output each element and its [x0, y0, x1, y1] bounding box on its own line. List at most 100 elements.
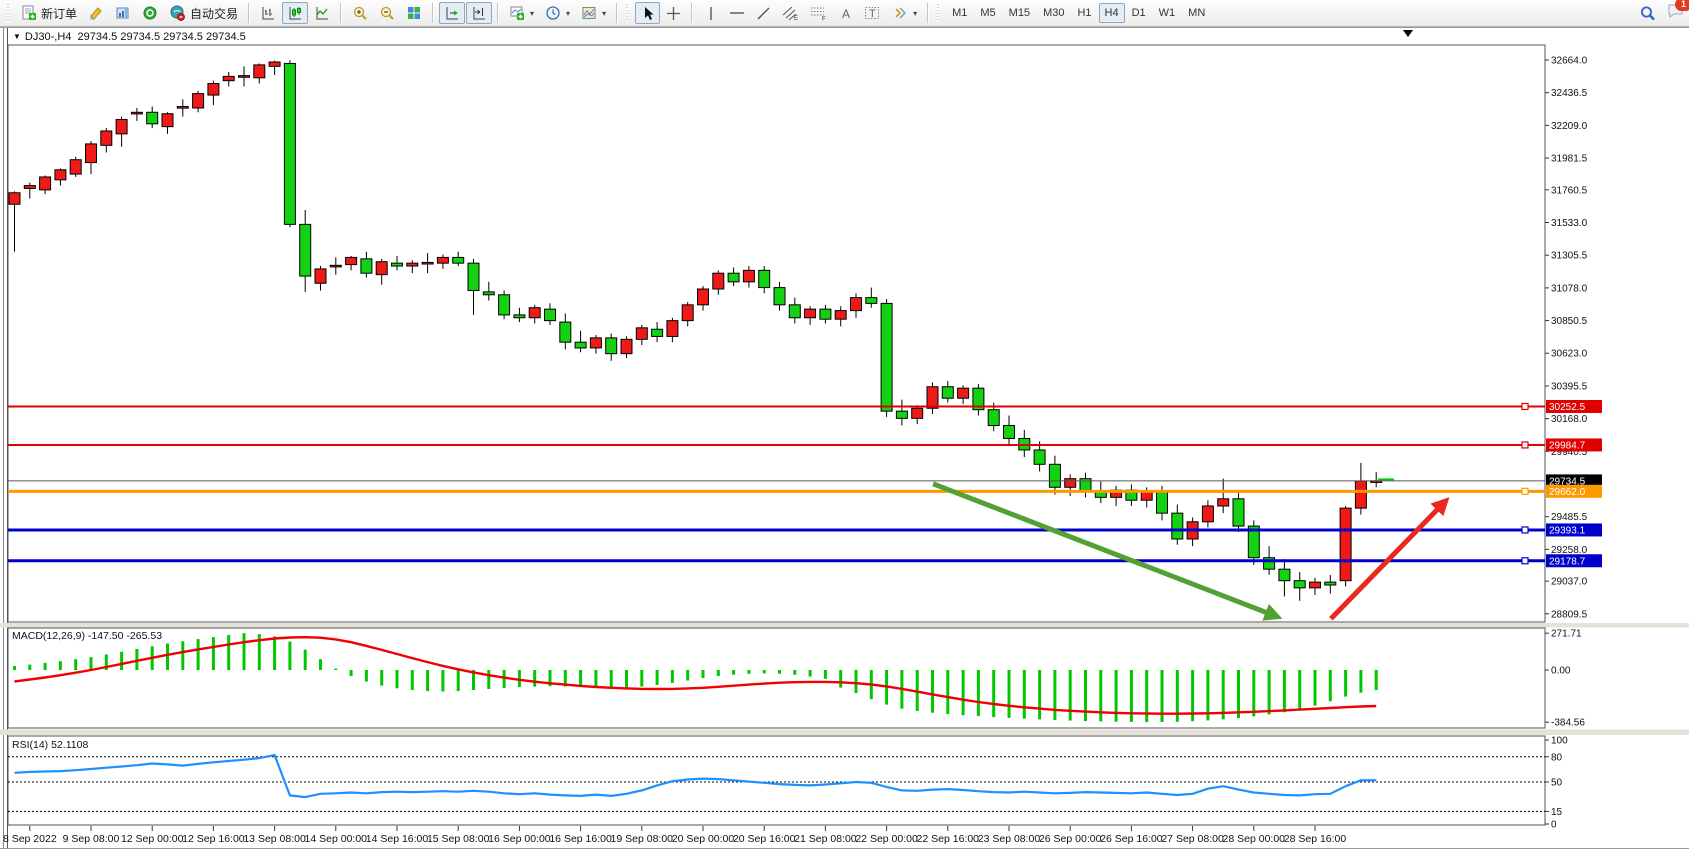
text-label-tool-button[interactable]: T: [859, 2, 886, 24]
chevron-down-icon: ▾: [530, 8, 535, 18]
timeframe-W1[interactable]: W1: [1153, 3, 1182, 23]
horizontal-line-icon: [730, 12, 745, 14]
svg-text:16 Sep 16:00: 16 Sep 16:00: [549, 833, 612, 845]
svg-text:29940.5: 29940.5: [1551, 447, 1588, 458]
bar-chart-button[interactable]: [255, 2, 281, 24]
cursor-tool-button[interactable]: [635, 2, 661, 24]
zoom-in-button[interactable]: [347, 2, 373, 24]
svg-text:28809.5: 28809.5: [1551, 609, 1588, 620]
templates-icon: [582, 7, 596, 19]
text-a-icon: A: [842, 7, 850, 21]
svg-text:32664.0: 32664.0: [1551, 56, 1588, 67]
timeframe-MN[interactable]: MN: [1182, 3, 1211, 23]
svg-text:20 Sep 00:00: 20 Sep 00:00: [672, 833, 735, 845]
arrow-shapes-button[interactable]: ▾: [887, 2, 922, 24]
navigator-button[interactable]: [137, 2, 163, 24]
chart-shift-button[interactable]: [466, 2, 493, 24]
vertical-line-tool-button[interactable]: [698, 2, 723, 24]
svg-text:19 Sep 08:00: 19 Sep 08:00: [611, 833, 674, 845]
equidistant-channel-tool-button[interactable]: E: [777, 2, 804, 24]
svg-text:29662.0: 29662.0: [1549, 487, 1586, 498]
vertical-line-icon: [709, 6, 712, 20]
line-chart-button[interactable]: [309, 2, 335, 24]
auto-scroll-icon: [446, 7, 459, 20]
separator: [432, 3, 435, 23]
ohlc-quotes-label: 29734.5 29734.5 29734.5 29734.5: [77, 31, 246, 43]
svg-text:22 Sep 16:00: 22 Sep 16:00: [917, 833, 980, 845]
text-tool-button[interactable]: A: [833, 2, 858, 24]
timeframe-M5[interactable]: M5: [974, 3, 1001, 23]
svg-text:13 Sep 08:00: 13 Sep 08:00: [243, 833, 306, 845]
zoom-out-button[interactable]: [374, 2, 400, 24]
fibonacci-icon: F: [811, 7, 826, 22]
svg-text:14 Sep 00:00: 14 Sep 00:00: [305, 833, 368, 845]
add-indicator-button[interactable]: ▾: [504, 2, 539, 24]
templates-button[interactable]: ▾: [576, 2, 611, 24]
timeframe-M1[interactable]: M1: [946, 3, 973, 23]
svg-text:14 Sep 16:00: 14 Sep 16:00: [366, 833, 429, 845]
svg-text:29393.1: 29393.1: [1549, 525, 1586, 536]
collapse-triangle-icon[interactable]: ▼: [13, 32, 21, 41]
timeframe-D1[interactable]: D1: [1126, 3, 1152, 23]
navigator-icon: [143, 6, 157, 20]
candlestick-chart-button[interactable]: [282, 2, 309, 24]
crosshair-icon: [667, 6, 681, 20]
market-watch-button[interactable]: [110, 2, 136, 24]
svg-text:30168.0: 30168.0: [1551, 414, 1588, 425]
symbol-period-label: DJ30-,H4: [24, 31, 72, 43]
separator: [927, 3, 930, 23]
svg-text:F: F: [822, 17, 826, 22]
bar-chart-icon: [262, 7, 275, 20]
trend-line-tool-button[interactable]: [751, 2, 776, 24]
new-order-label: 新订单: [41, 6, 78, 21]
fibonacci-tool-button[interactable]: F: [805, 2, 832, 24]
svg-text:30623.0: 30623.0: [1551, 349, 1588, 360]
svg-text:29178.7: 29178.7: [1549, 556, 1586, 567]
svg-text:T: T: [869, 8, 876, 20]
svg-text:0: 0: [1551, 820, 1557, 831]
profiles-button[interactable]: [83, 2, 109, 24]
svg-text:31305.5: 31305.5: [1551, 251, 1588, 262]
search-button[interactable]: [1634, 2, 1661, 24]
chart-title[interactable]: ▼ DJ30-,H4 29734.5 29734.5 29734.5 29734.…: [13, 31, 246, 43]
chat-button[interactable]: 1: [1667, 0, 1689, 24]
crosshair-tool-button[interactable]: [661, 2, 686, 24]
svg-text:26 Sep 16:00: 26 Sep 16:00: [1100, 833, 1163, 845]
svg-text:8 Sep 2022: 8 Sep 2022: [3, 833, 57, 845]
arrow-shapes-icon: [895, 7, 907, 19]
text-label-icon: T: [865, 7, 880, 20]
timeframe-H1[interactable]: H1: [1071, 3, 1097, 23]
toolbar-grip[interactable]: [7, 4, 12, 22]
svg-text:29258.0: 29258.0: [1551, 545, 1588, 556]
market-watch-icon: [116, 7, 129, 19]
svg-text:A: A: [842, 7, 850, 21]
svg-text:31981.5: 31981.5: [1551, 154, 1588, 165]
svg-text:29984.7: 29984.7: [1549, 440, 1586, 451]
svg-text:15: 15: [1551, 807, 1563, 818]
new-order-button[interactable]: 新订单: [16, 2, 82, 24]
tile-windows-button[interactable]: [401, 2, 427, 24]
separator: [616, 3, 619, 23]
svg-text:12 Sep 00:00: 12 Sep 00:00: [121, 833, 184, 845]
svg-text:21 Sep 08:00: 21 Sep 08:00: [794, 833, 857, 845]
svg-text:28 Sep 00:00: 28 Sep 00:00: [1223, 833, 1286, 845]
svg-text:30252.5: 30252.5: [1549, 402, 1586, 413]
svg-text:15 Sep 08:00: 15 Sep 08:00: [427, 833, 490, 845]
timeframe-M30[interactable]: M30: [1037, 3, 1070, 23]
auto-trading-button[interactable]: 自动交易: [164, 2, 243, 24]
auto-scroll-button[interactable]: [439, 2, 466, 24]
timeframe-bar: M1 M5 M15 M30 H1 H4 D1 W1 MN: [946, 3, 1211, 23]
toolbar-grip[interactable]: [626, 4, 632, 22]
timeframe-M15[interactable]: M15: [1003, 3, 1036, 23]
rsi-value: 52.1108: [51, 739, 89, 751]
separator: [691, 3, 694, 23]
svg-text:30850.5: 30850.5: [1551, 316, 1588, 327]
periods-button[interactable]: ▾: [540, 2, 575, 24]
svg-text:100: 100: [1551, 736, 1568, 747]
toolbar-grip[interactable]: [937, 4, 943, 22]
timeframe-H4[interactable]: H4: [1098, 3, 1125, 23]
horizontal-line-tool-button[interactable]: [724, 2, 750, 24]
svg-text:20 Sep 16:00: 20 Sep 16:00: [733, 833, 796, 845]
rsi-indicator-label: RSI(14) 52.1108: [12, 739, 89, 751]
